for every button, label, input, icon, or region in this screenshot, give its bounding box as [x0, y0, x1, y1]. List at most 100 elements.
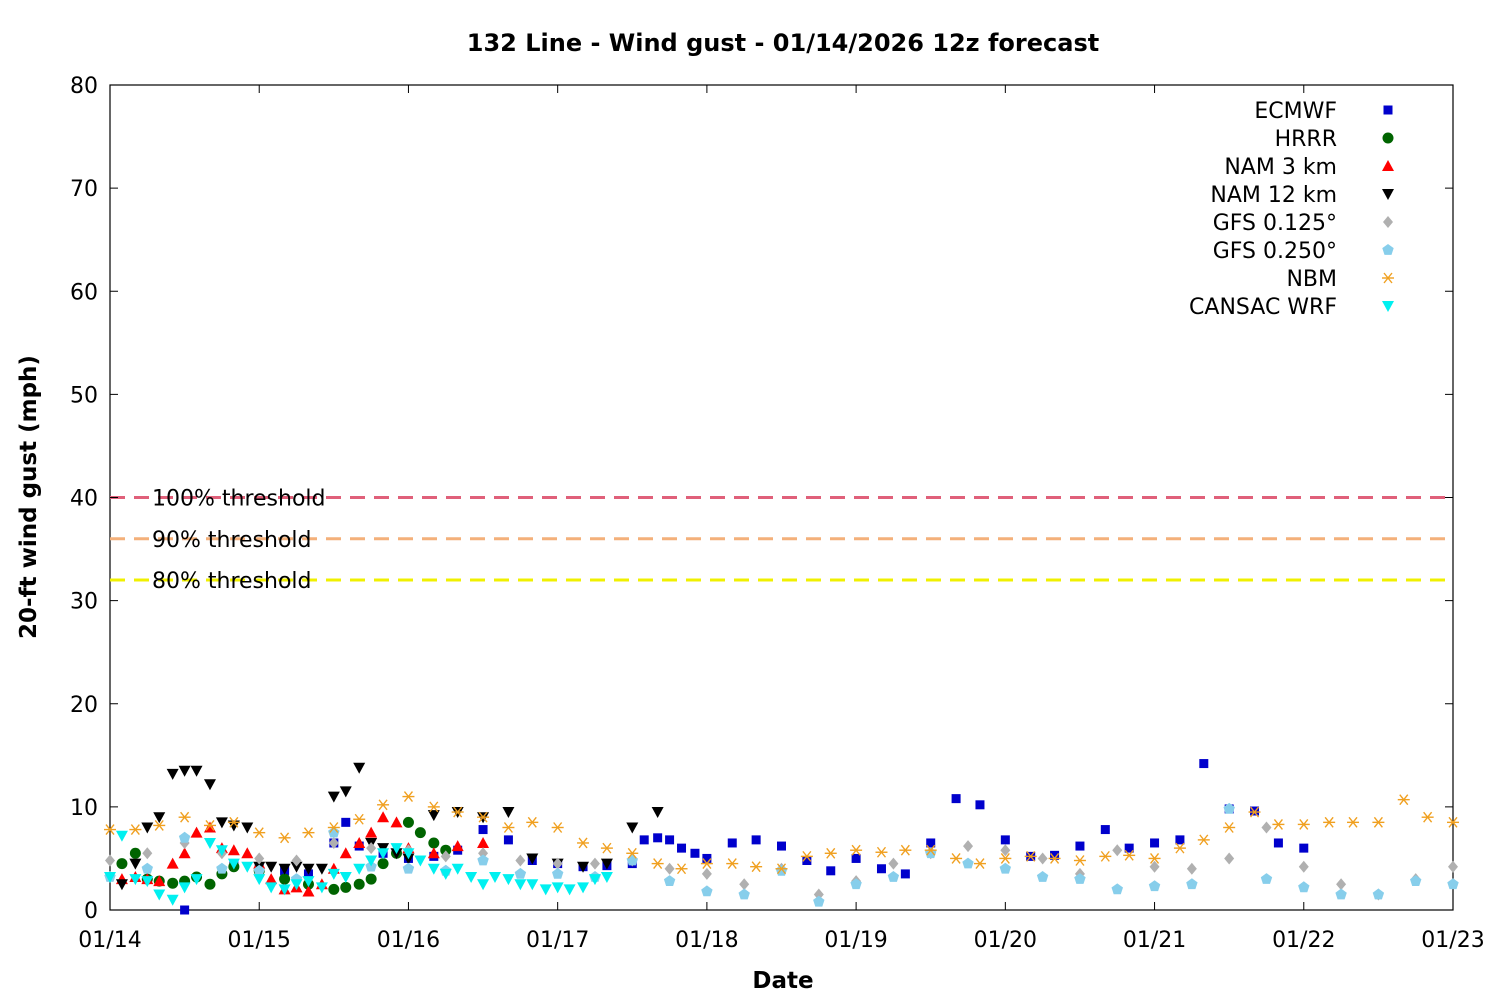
legend: ECMWF HRRR NAM 3 km NAM 12 km GFS 0.125° GFS …: [1189, 99, 1394, 320]
data-point: [526, 879, 539, 891]
legend-marker: [1382, 301, 1394, 312]
data-point: [366, 842, 377, 855]
data-point: [142, 847, 153, 860]
data-point: [353, 878, 365, 890]
data-point: [254, 852, 265, 865]
data-point: [651, 807, 664, 819]
data-point: [414, 827, 426, 839]
data-point: [739, 878, 750, 891]
threshold-label: 90% threshold: [152, 528, 312, 553]
data-point: [278, 832, 291, 844]
data-point: [353, 762, 366, 774]
data-point: [315, 863, 328, 875]
data-point: [926, 838, 936, 848]
series-cansac-wrf: [104, 830, 613, 906]
data-point: [339, 847, 352, 859]
data-point: [402, 791, 415, 802]
data-point: [215, 845, 228, 857]
data-point: [1273, 838, 1283, 848]
data-point: [1000, 844, 1011, 857]
legend-marker: [1382, 272, 1394, 284]
data-point: [241, 861, 254, 873]
data-point: [328, 826, 340, 838]
data-point: [253, 864, 265, 876]
data-point: [1149, 860, 1160, 873]
data-point: [427, 847, 440, 859]
data-point: [377, 848, 390, 860]
data-point: [402, 848, 415, 860]
data-point: [166, 894, 179, 906]
data-point: [1336, 878, 1347, 891]
legend-marker: [1382, 244, 1394, 255]
data-point: [1372, 816, 1385, 828]
data-point: [1148, 853, 1161, 864]
data-point: [950, 853, 963, 864]
y-tick-label: 10: [70, 796, 98, 821]
y-tick-label: 30: [70, 590, 98, 615]
data-point: [167, 877, 179, 889]
data-point: [526, 816, 539, 828]
data-point: [588, 874, 601, 886]
data-point: [777, 841, 786, 851]
series-nam-12-km: [115, 762, 664, 891]
data-point: [514, 867, 527, 879]
data-point: [477, 854, 489, 866]
data-point: [265, 882, 278, 894]
data-point: [153, 875, 166, 887]
series-nbm: [104, 791, 1459, 875]
data-point: [651, 858, 664, 870]
data-point: [451, 840, 464, 852]
data-point: [1150, 838, 1160, 848]
y-tick-label: 40: [70, 487, 98, 512]
data-point: [1199, 759, 1209, 769]
data-point: [539, 884, 552, 896]
data-point: [1024, 850, 1037, 862]
data-point: [227, 858, 240, 870]
data-point: [278, 884, 291, 896]
data-point: [365, 873, 377, 885]
data-point: [203, 779, 216, 791]
data-point: [1299, 843, 1309, 853]
data-point: [887, 871, 900, 882]
data-point: [727, 838, 737, 848]
data-point: [178, 847, 191, 859]
data-point: [626, 822, 639, 834]
data-point: [129, 874, 142, 886]
data-point: [1124, 843, 1134, 853]
data-point: [153, 889, 166, 901]
data-point: [876, 864, 886, 874]
data-point: [353, 813, 366, 825]
data-point: [899, 844, 912, 856]
data-point: [427, 801, 440, 813]
chart-title: 132 Line - Wind gust - 01/14/2026 12z fo…: [467, 29, 1099, 57]
data-point: [104, 824, 116, 835]
data-point: [663, 875, 676, 886]
data-point: [502, 807, 515, 819]
data-point: [478, 825, 488, 835]
data-point: [551, 882, 564, 894]
series-gfs-0-250: [104, 802, 1459, 907]
data-point: [1075, 841, 1085, 851]
data-point: [563, 884, 576, 896]
data-point: [166, 768, 179, 780]
legend-label: GFS 0.250°: [1213, 239, 1337, 264]
data-point: [203, 820, 216, 831]
data-point: [526, 853, 539, 865]
data-point: [1248, 806, 1261, 818]
data-point: [327, 868, 340, 880]
data-point: [951, 794, 961, 804]
data-point: [365, 826, 378, 838]
data-point: [639, 835, 649, 845]
x-tick-label: 01/16: [377, 928, 440, 953]
data-point: [328, 883, 340, 895]
data-point: [1197, 834, 1210, 846]
data-point: [105, 854, 115, 867]
data-point: [290, 879, 303, 891]
data-point: [116, 858, 128, 870]
data-point: [726, 858, 739, 870]
data-point: [515, 854, 526, 867]
data-point: [180, 905, 190, 915]
data-point: [302, 827, 315, 839]
data-point: [353, 863, 366, 875]
